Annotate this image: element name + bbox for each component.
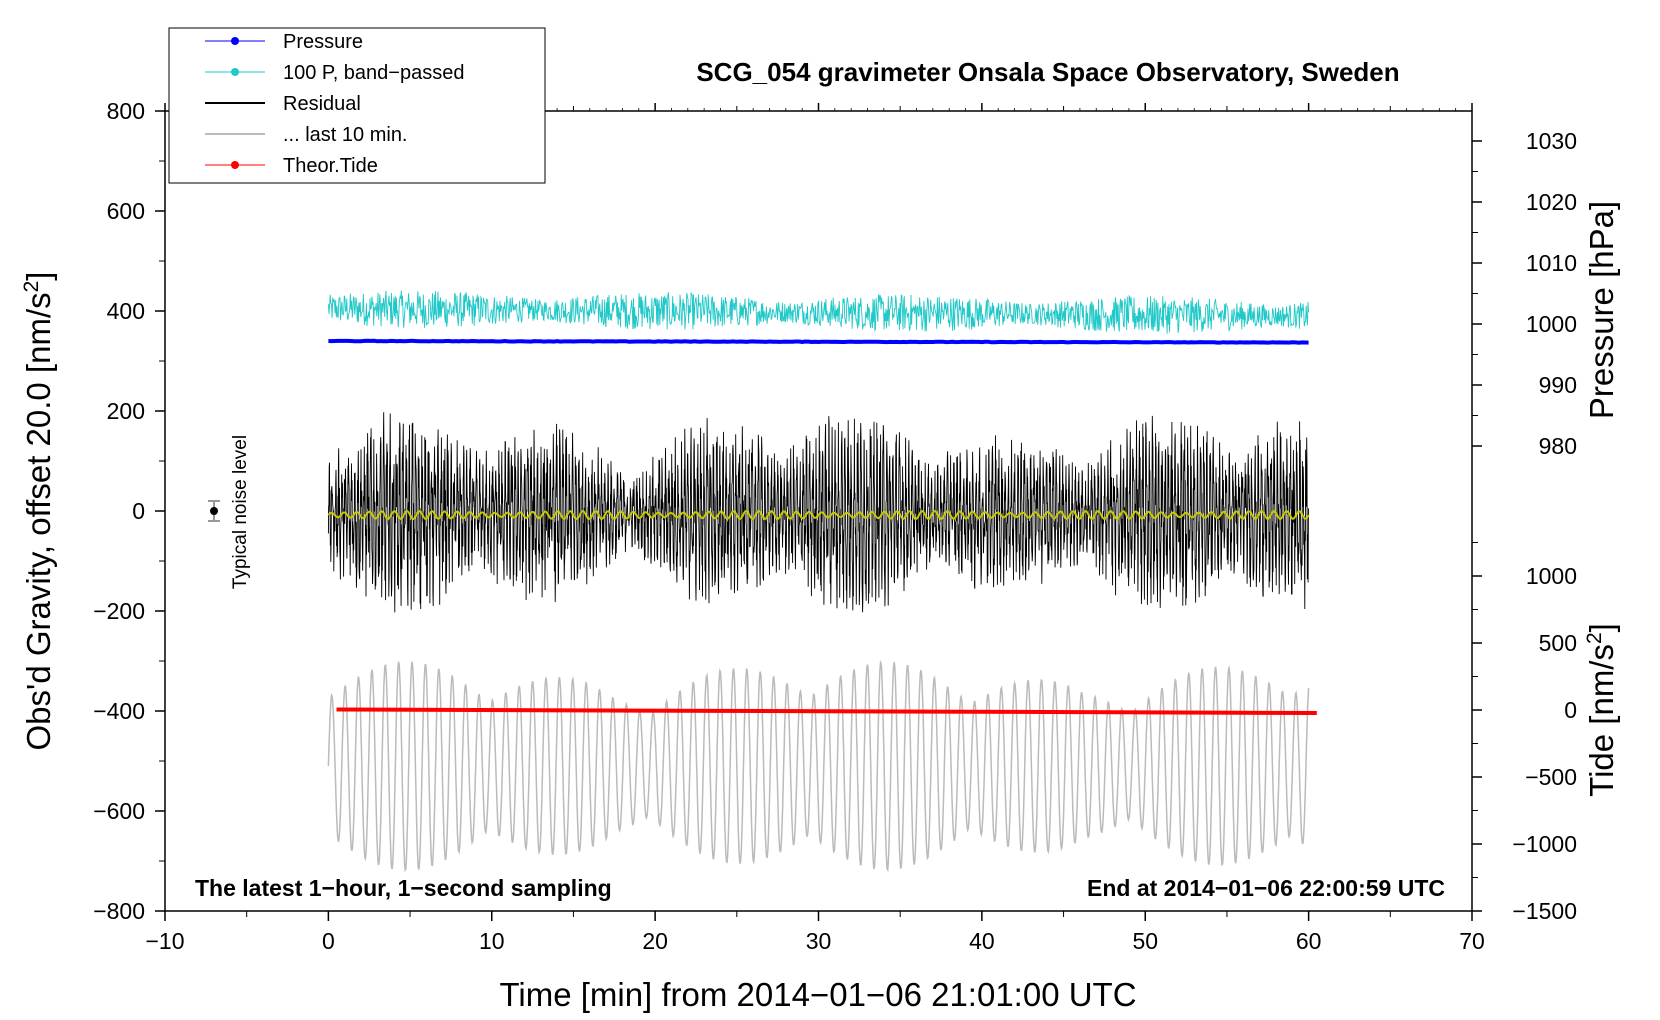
x-tick-label: 50 — [1132, 928, 1158, 954]
series-band-passed-pressure — [327, 290, 1310, 334]
x-tick-label: 30 — [806, 928, 832, 954]
series-last-10-min — [327, 659, 1310, 873]
pressure-tick-label: 1020 — [1526, 189, 1577, 215]
legend-entry: Residual — [205, 93, 361, 115]
y-tick-label: 200 — [107, 398, 145, 424]
tide-axis-label: Tide [nm/s2] — [1583, 623, 1620, 797]
y-tick-label: −800 — [93, 898, 145, 924]
pressure-tick-label: 1000 — [1526, 311, 1577, 337]
noise-dot — [210, 507, 219, 515]
x-tick-label: 20 — [642, 928, 668, 954]
y-axis-label: Obs'd Gravity, offset 20.0 [nm/s2] — [20, 272, 57, 751]
tide-tick-label: 0 — [1564, 697, 1577, 723]
legend-entry: 100 P, band−passed — [205, 62, 464, 84]
legend-marker — [231, 37, 239, 45]
tide-tick-label: 500 — [1539, 630, 1577, 656]
x-tick-label: 0 — [322, 928, 335, 954]
tide-tick-label: −1500 — [1512, 898, 1577, 924]
pressure-axis: 1030 1020 1010 1000 990 980 — [1472, 128, 1577, 459]
x-tick-label: 70 — [1459, 928, 1485, 954]
x-axis-label: Time [min] from 2014−01−06 21:01:00 UTC — [499, 976, 1136, 1013]
tide-tick-label: 1000 — [1526, 563, 1577, 589]
annotation-end-time: End at 2014−01−06 22:00:59 UTC — [1087, 875, 1445, 901]
legend-marker — [231, 68, 239, 76]
x-axis: −10 0 10 20 30 40 50 60 70 — [145, 103, 1485, 954]
x-tick-label: 60 — [1296, 928, 1322, 954]
y-tick-label: −600 — [93, 798, 145, 824]
legend-box — [168, 27, 546, 184]
series-residual-smoothed — [327, 509, 1310, 521]
legend-entry: Pressure — [205, 31, 363, 53]
annotation-sampling: The latest 1−hour, 1−second sampling — [195, 875, 612, 901]
legend-entry: ... last 10 min. — [205, 124, 408, 146]
y-tick-label: 400 — [107, 298, 145, 324]
chart-title: SCG_054 gravimeter Onsala Space Observat… — [696, 57, 1399, 87]
tide-tick-label: −500 — [1525, 764, 1577, 790]
legend-label: Theor.Tide — [283, 155, 378, 177]
y-tick-label: −400 — [93, 698, 145, 724]
series-theoretical-tide — [336, 707, 1317, 715]
y-tick-label: 600 — [107, 198, 145, 224]
tide-axis: 1000 500 0 −500 −1000 −1500 — [1472, 542, 1577, 924]
pressure-tick-label: 990 — [1539, 372, 1577, 398]
tide-tick-label: −1000 — [1512, 831, 1577, 857]
legend-marker — [231, 161, 239, 169]
legend-label: ... last 10 min. — [283, 124, 408, 146]
legend-label: Pressure — [283, 31, 363, 53]
noise-level-label: Typical noise level — [230, 435, 251, 589]
legend-entry: Theor.Tide — [205, 155, 378, 177]
pressure-tick-label: 980 — [1539, 433, 1577, 459]
x-tick-label: −10 — [145, 928, 184, 954]
x-tick-label: 10 — [479, 928, 505, 954]
y-tick-label: 800 — [107, 98, 145, 124]
legend: Pressure 100 P, band−passed Residual ... la… — [168, 27, 546, 184]
pressure-tick-label: 1010 — [1526, 250, 1577, 276]
pressure-tick-label: 1030 — [1526, 128, 1577, 154]
series-pressure — [328, 338, 1309, 345]
y-axis: 800 600 400 200 0 −200 −400 −600 −800 — [93, 98, 165, 924]
legend-label: 100 P, band−passed — [283, 62, 464, 84]
series-residual — [327, 412, 1310, 613]
pressure-axis-label: Pressure [hPa] — [1583, 201, 1620, 419]
series-layer — [327, 290, 1317, 873]
y-tick-label: 0 — [132, 498, 145, 524]
x-tick-label: 40 — [969, 928, 995, 954]
y-tick-label: −200 — [93, 598, 145, 624]
legend-label: Residual — [283, 93, 361, 115]
noise-level-indicator — [208, 500, 221, 522]
